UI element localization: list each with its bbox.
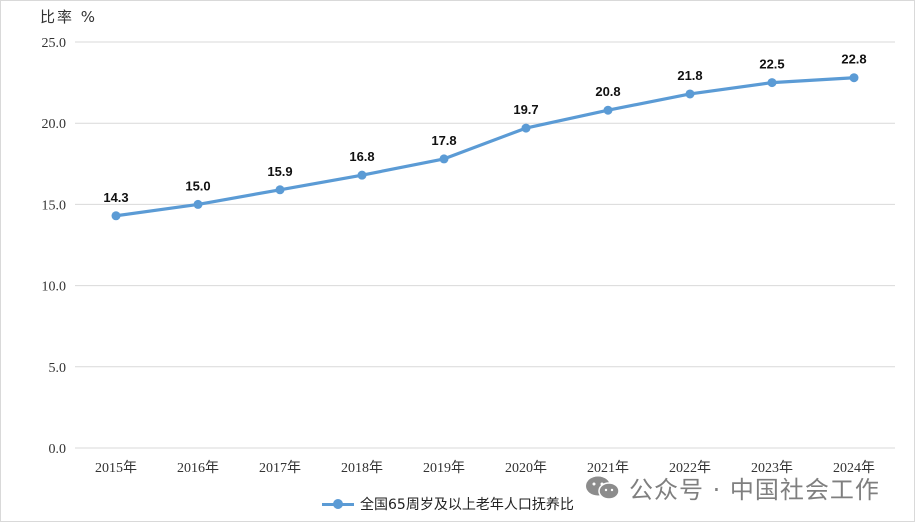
y-tick-label: 0.0 <box>49 442 67 457</box>
x-tick-label: 2018年 <box>341 460 383 476</box>
data-label: 20.8 <box>595 84 620 99</box>
x-tick-label: 2019年 <box>423 460 465 476</box>
legend-label: 全国65周岁及以上老年人口抚养比 <box>360 497 574 513</box>
y-tick-label: 5.0 <box>49 361 67 376</box>
data-label: 16.8 <box>349 149 374 164</box>
watermark-text: 公众号 · 中国社会工作 <box>629 476 880 504</box>
data-point <box>521 123 531 133</box>
data-point <box>111 211 121 221</box>
series-line <box>114 76 856 218</box>
x-tick-label: 2024年 <box>833 460 875 476</box>
data-point <box>357 170 367 180</box>
data-point <box>849 73 859 83</box>
y-tick-label: 20.0 <box>42 117 67 132</box>
y-unit-label: 比率 % <box>40 8 98 26</box>
x-tick-label: 2020年 <box>505 460 547 476</box>
data-label: 22.8 <box>841 52 866 67</box>
y-tick-label: 10.0 <box>42 280 67 295</box>
data-label: 21.8 <box>677 68 702 83</box>
x-tick-label: 2022年 <box>669 460 711 476</box>
data-point <box>439 154 449 164</box>
wechat-icon <box>585 475 621 501</box>
data-point <box>603 105 613 115</box>
x-tick-label: 2021年 <box>587 460 629 476</box>
legend: 全国65周岁及以上老年人口抚养比 <box>322 494 574 514</box>
data-label: 17.8 <box>431 133 456 148</box>
x-tick-label: 2016年 <box>177 460 219 476</box>
data-point <box>275 185 285 195</box>
data-label: 14.3 <box>103 190 128 205</box>
data-label: 22.5 <box>759 57 784 72</box>
data-point <box>767 78 777 88</box>
data-label: 19.7 <box>513 102 538 117</box>
y-tick-label: 25.0 <box>42 36 67 51</box>
watermark: 公众号 · 中国社会工作 <box>585 470 880 505</box>
legend-marker <box>322 499 354 509</box>
x-tick-label: 2017年 <box>259 460 301 476</box>
x-tick-label: 2023年 <box>751 460 793 476</box>
x-tick-label: 2015年 <box>95 460 137 476</box>
data-point <box>685 89 695 99</box>
data-label: 15.9 <box>267 164 292 179</box>
data-point <box>193 199 203 209</box>
y-tick-label: 15.0 <box>42 198 67 213</box>
data-label: 15.0 <box>185 178 210 193</box>
